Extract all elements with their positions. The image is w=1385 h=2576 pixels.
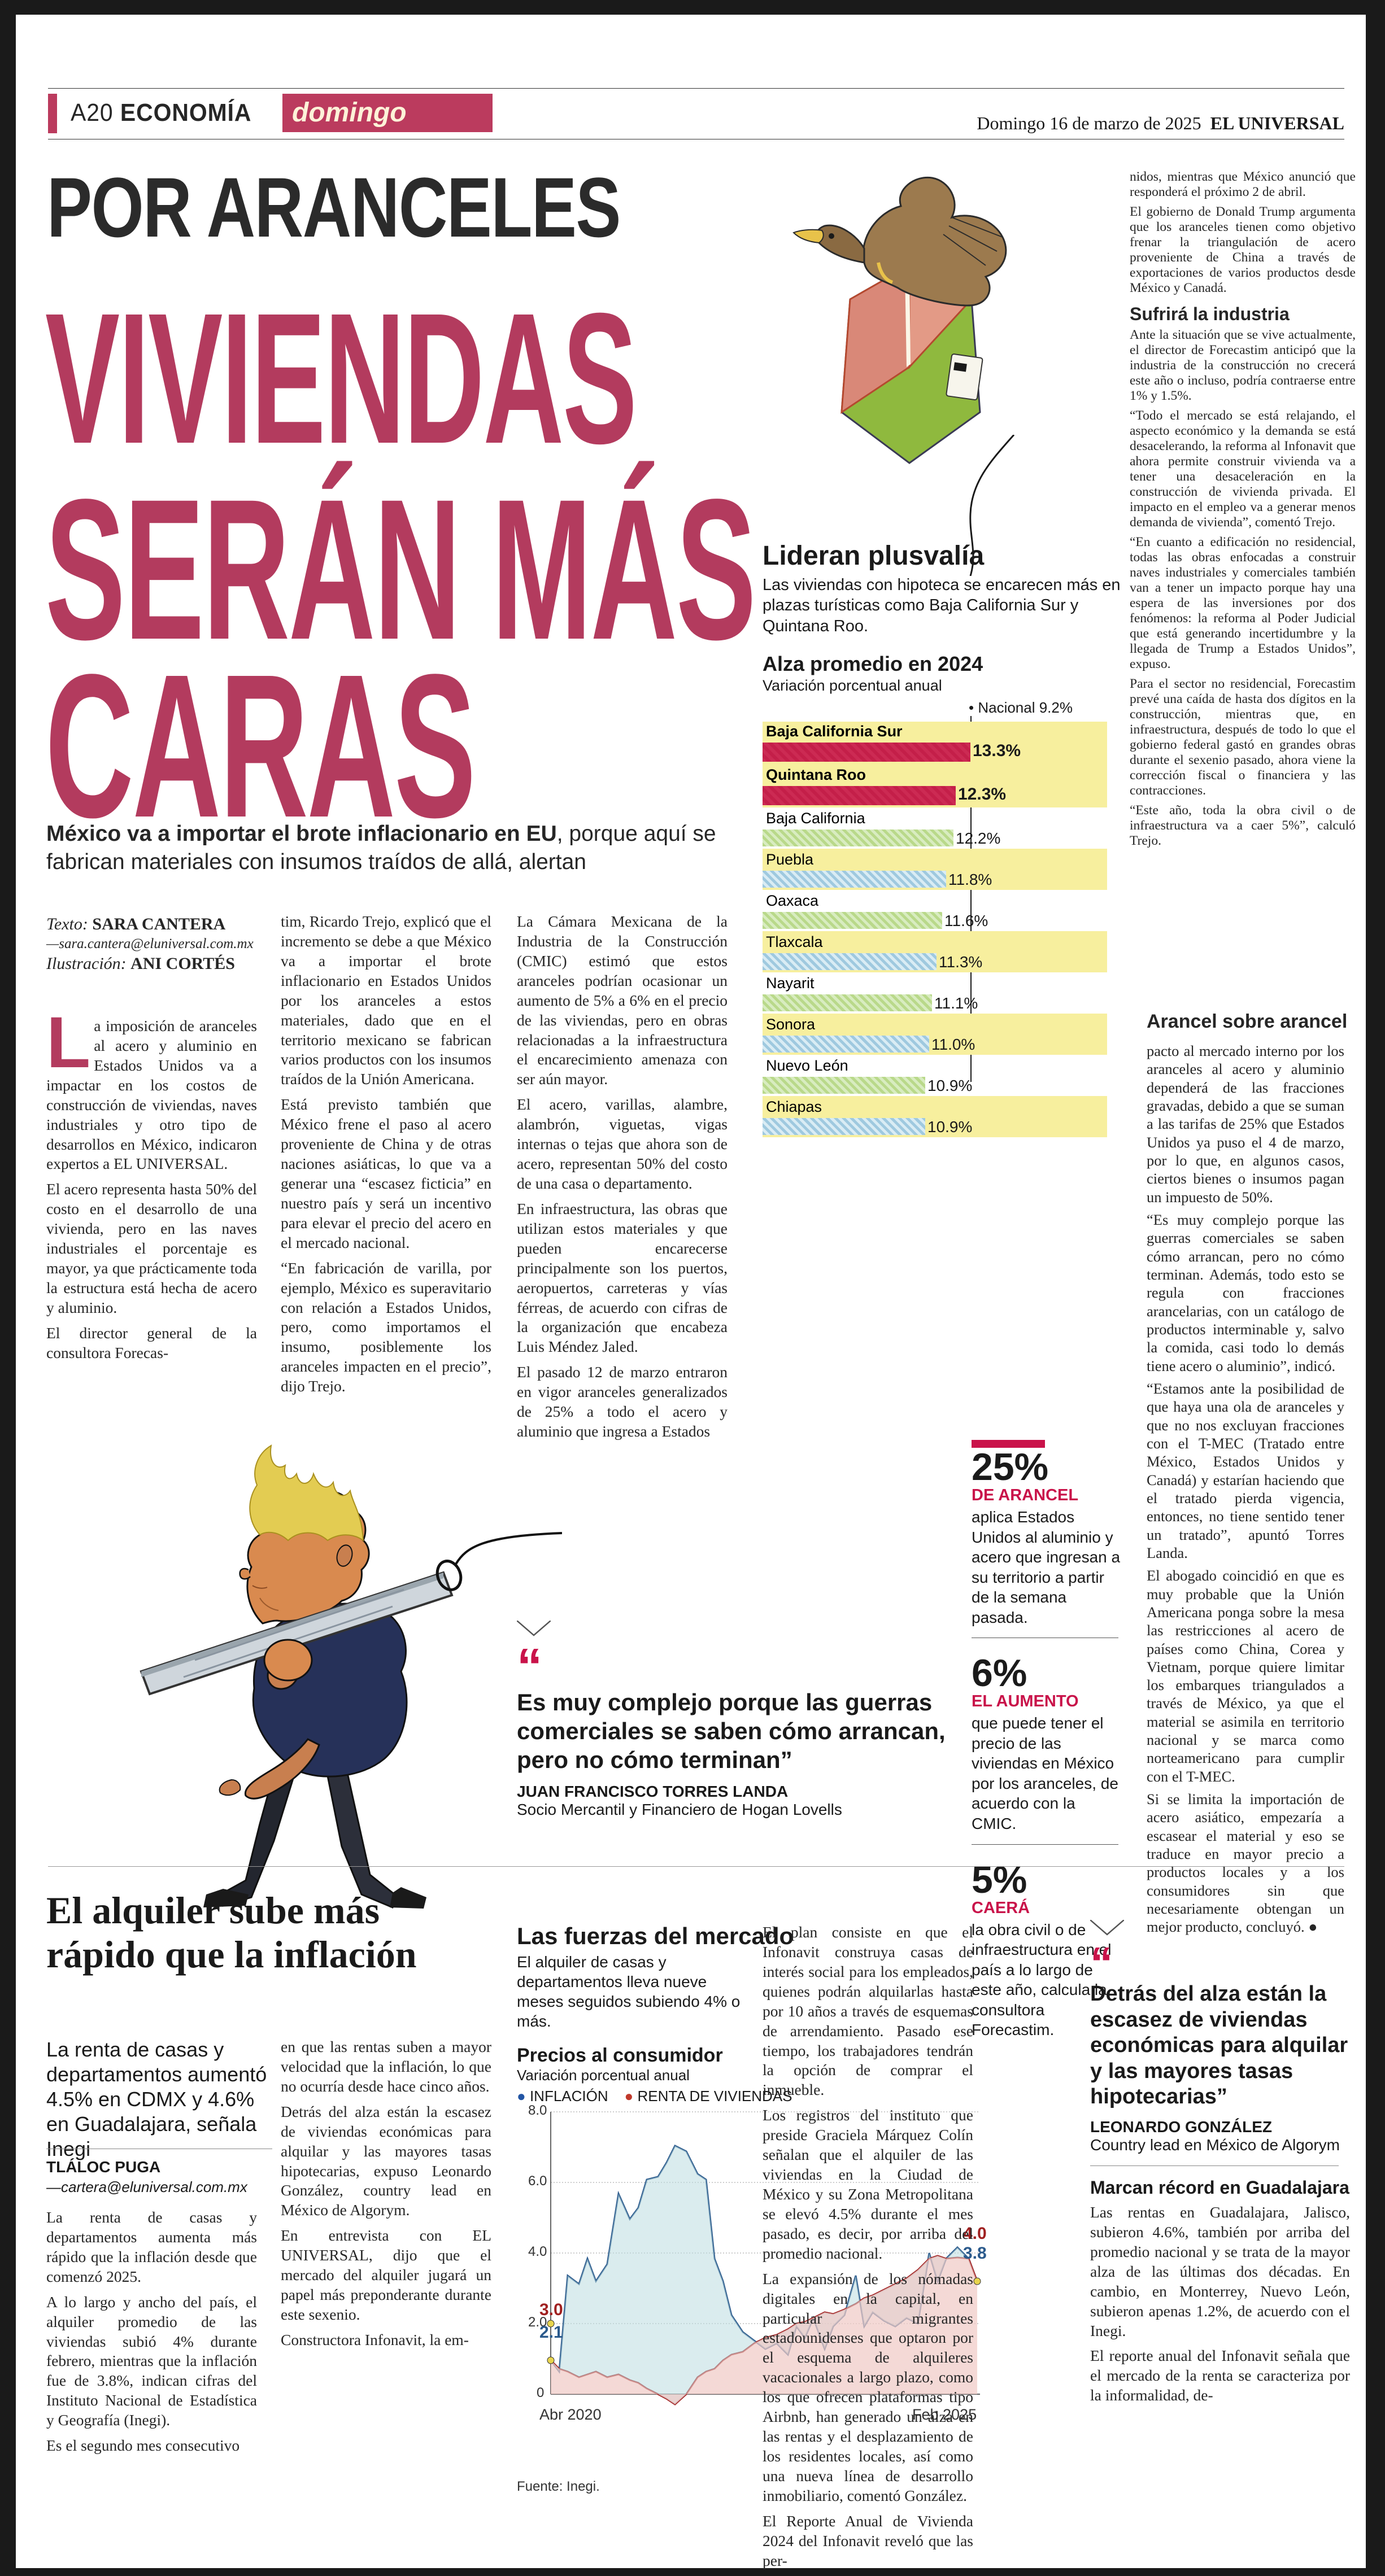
- svg-text:8.0: 8.0: [528, 2103, 547, 2118]
- svg-text:0: 0: [537, 2385, 544, 2400]
- svg-text:3.0: 3.0: [539, 2300, 563, 2319]
- svg-text:Abr 2020: Abr 2020: [539, 2406, 602, 2423]
- svg-text:4.0: 4.0: [528, 2244, 547, 2259]
- svg-text:2.1: 2.1: [539, 2323, 563, 2342]
- svg-text:6.0: 6.0: [528, 2173, 547, 2189]
